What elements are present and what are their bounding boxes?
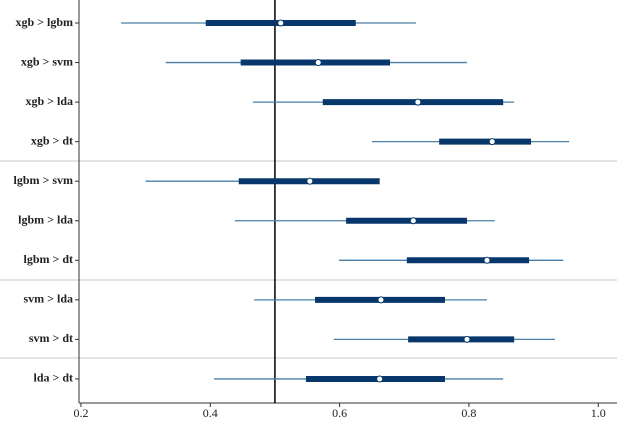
point-estimate bbox=[409, 217, 417, 225]
point-estimate bbox=[376, 375, 384, 383]
x-tick-label: 0.2 bbox=[73, 406, 88, 420]
point-estimate bbox=[277, 19, 285, 27]
y-tick-label: xgb > dt bbox=[31, 133, 73, 147]
y-tick-label: xgb > lda bbox=[25, 94, 73, 108]
point-estimate bbox=[414, 98, 422, 106]
y-tick-label: svm > lda bbox=[23, 292, 73, 306]
x-tick-label: 1.0 bbox=[591, 406, 606, 420]
y-tick-label: xgb > svm bbox=[21, 54, 73, 68]
point-estimate bbox=[483, 256, 491, 264]
x-tick-label: 0.4 bbox=[203, 406, 218, 420]
point-estimate bbox=[463, 335, 471, 343]
point-estimate bbox=[306, 177, 314, 185]
x-tick-label: 0.8 bbox=[461, 406, 476, 420]
point-estimate bbox=[488, 138, 496, 146]
y-tick-label: xgb > lgbm bbox=[15, 15, 73, 29]
y-tick-label: svm > dt bbox=[29, 331, 73, 345]
x-tick-label: 0.6 bbox=[332, 406, 347, 420]
y-tick-label: lgbm > lda bbox=[18, 213, 73, 227]
y-tick-label: lgbm > svm bbox=[13, 173, 73, 187]
point-estimate bbox=[377, 296, 385, 304]
y-tick-label: lgbm > dt bbox=[23, 252, 73, 266]
point-estimate bbox=[314, 59, 322, 67]
y-tick-label: lda > dt bbox=[33, 371, 73, 385]
